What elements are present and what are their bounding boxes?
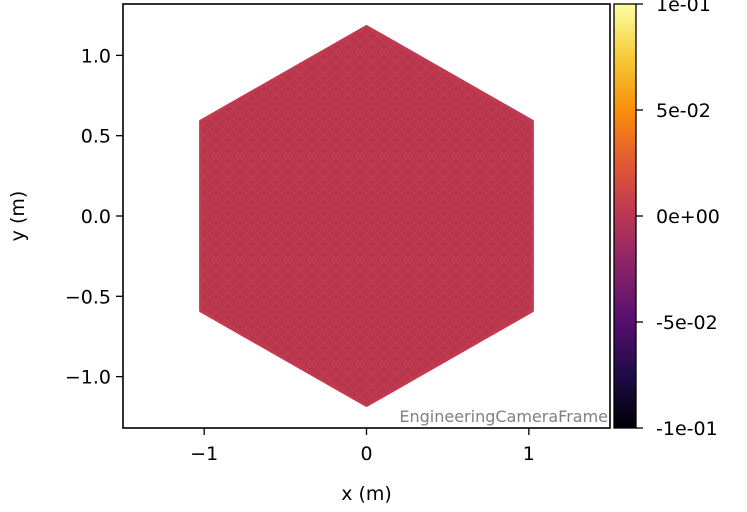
- y-tick-label: 0.5: [81, 126, 111, 148]
- x-tick-label: 1: [523, 443, 535, 465]
- y-tick-label: −0.5: [65, 286, 111, 308]
- y-axis-label: y (m): [7, 191, 29, 242]
- y-tick-label: −1.0: [65, 367, 111, 389]
- y-tick-label: 0.0: [81, 206, 111, 228]
- camera-pixels: [199, 25, 534, 407]
- x-tick-label: −1: [190, 443, 218, 465]
- colorbar: [613, 3, 637, 429]
- x-axis-label: x (m): [341, 483, 392, 505]
- y-tick-label: 1.0: [81, 45, 111, 67]
- colorbar-tick-label: 0e+00: [656, 206, 720, 228]
- colorbar-tick-label: 5e-02: [656, 100, 711, 122]
- x-tick-label: 0: [360, 443, 372, 465]
- colorbar-tick-label: -5e-02: [656, 312, 718, 334]
- colorbar-tick-label: -1e-01: [656, 418, 718, 440]
- frame-annotation: EngineeringCameraFrame: [399, 407, 608, 426]
- colorbar-tick-label: 1e-01: [656, 0, 711, 16]
